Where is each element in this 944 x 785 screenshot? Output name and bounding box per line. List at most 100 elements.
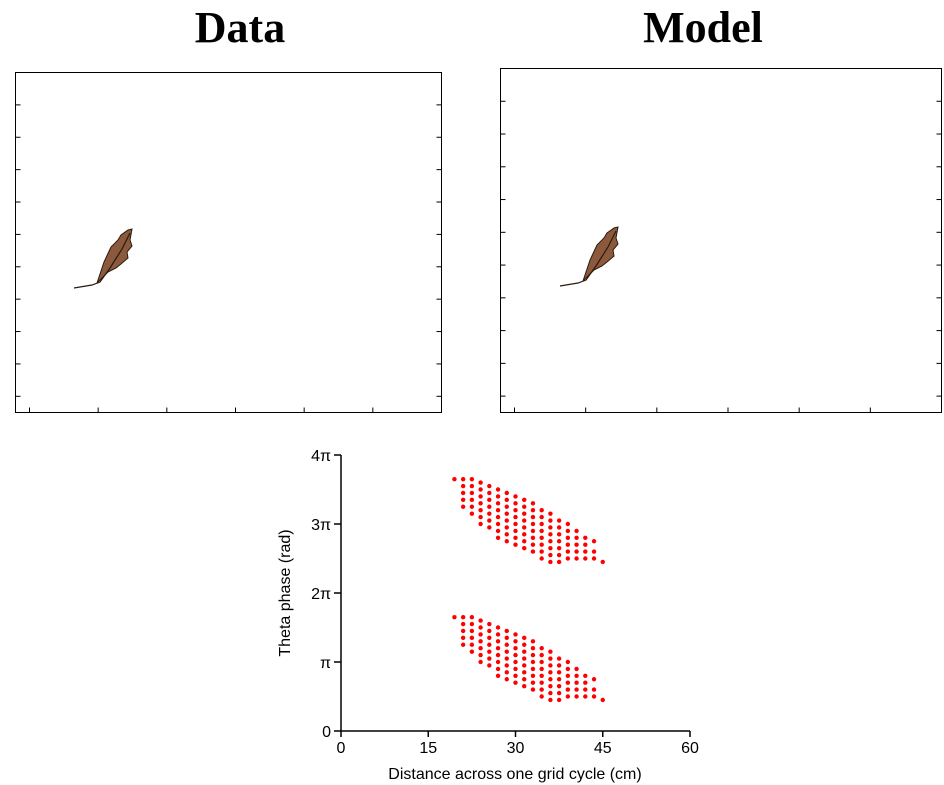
- scatter-point: [513, 632, 518, 637]
- scatter-point: [487, 649, 492, 654]
- scatter-point: [504, 628, 509, 634]
- scatter-point: [495, 508, 501, 513]
- scatter-point: [478, 632, 483, 637]
- scatter-point: [565, 521, 571, 527]
- scatter-point: [478, 494, 483, 499]
- scatter-point: [539, 673, 544, 678]
- scatter-point: [504, 511, 509, 516]
- scatter-point: [600, 697, 605, 703]
- scatter-point: [530, 659, 536, 665]
- scatter-point: [583, 687, 588, 692]
- scatter-point: [574, 542, 579, 547]
- scatter-point: [539, 659, 544, 665]
- scatter-point: [548, 683, 553, 689]
- y-tick-label: 3π: [311, 517, 331, 534]
- scatter-point: [460, 621, 466, 627]
- scatter-point: [539, 549, 544, 554]
- scatter-point: [548, 559, 553, 565]
- scatter-point: [522, 656, 527, 661]
- scatter-point: [539, 535, 544, 540]
- scatter-point: [487, 663, 492, 668]
- x-tick-label: 15: [419, 740, 437, 757]
- scatter-point: [565, 666, 571, 672]
- scatter-point: [504, 656, 509, 661]
- scatter-point: [495, 673, 501, 678]
- scatter-point: [513, 652, 518, 658]
- scatter-point: [460, 490, 466, 496]
- scatter-point: [556, 545, 562, 551]
- scatter-point: [530, 673, 536, 678]
- scatter-point: [591, 539, 597, 544]
- scatter-point: [513, 659, 518, 665]
- y-axis-label: Theta phase (rad): [277, 529, 294, 656]
- scatter-point: [504, 504, 509, 509]
- scatter-point: [487, 518, 492, 523]
- scatter-point: [565, 549, 571, 554]
- scatter-point: [460, 642, 466, 647]
- scatter-point: [530, 521, 536, 527]
- scatter-point: [469, 504, 475, 509]
- scatter-point: [513, 666, 518, 672]
- scatter-point: [574, 549, 579, 554]
- scatter-point: [548, 511, 553, 516]
- scatter-point: [565, 673, 571, 678]
- scatter-point: [495, 639, 501, 644]
- scatter-point: [469, 511, 475, 516]
- scatter-point: [504, 663, 509, 668]
- scatter-point: [469, 497, 475, 503]
- scatter-point: [565, 659, 571, 665]
- scatter-point: [460, 504, 466, 509]
- scatter-point: [548, 663, 553, 668]
- scatter-point: [574, 694, 579, 699]
- scatter-point: [522, 545, 527, 551]
- scatter-point: [504, 490, 509, 496]
- scatter-point: [513, 494, 518, 499]
- scatter-point: [460, 635, 466, 641]
- scatter-point: [539, 646, 544, 651]
- scatter-point: [583, 542, 588, 547]
- scatter-point: [513, 639, 518, 644]
- scatter-point: [530, 535, 536, 540]
- scatter-point: [530, 646, 536, 651]
- scatter-point: [495, 501, 501, 506]
- scatter-point: [460, 476, 466, 482]
- scatter-point: [504, 649, 509, 654]
- scatter-point: [495, 632, 501, 637]
- scatter-point: [530, 542, 536, 547]
- scatter-point: [522, 532, 527, 537]
- scatter-point: [530, 514, 536, 520]
- scatter-point: [469, 649, 475, 654]
- scatter-point: [495, 652, 501, 658]
- scatter-point: [574, 687, 579, 692]
- scatter-point: [522, 677, 527, 682]
- panel-frame: [500, 68, 942, 413]
- scatter-point: [469, 635, 475, 641]
- scatter-point: [574, 673, 579, 678]
- scatter-point: [530, 652, 536, 658]
- scatter-point: [460, 483, 466, 489]
- scatter-point: [565, 694, 571, 699]
- scatter-point: [452, 476, 457, 482]
- scatter-point: [591, 677, 597, 682]
- scatter-point: [487, 504, 492, 509]
- scatter-point: [478, 625, 483, 630]
- scatter-point: [452, 614, 457, 620]
- scatter-point: [522, 649, 527, 654]
- x-tick-label: 45: [594, 740, 612, 757]
- scatter-point: [548, 518, 553, 523]
- scatter-point: [504, 518, 509, 523]
- scatter-point: [556, 518, 562, 523]
- scatter-point: [478, 521, 483, 527]
- scatter-point: [556, 532, 562, 537]
- scatter-point: [530, 666, 536, 672]
- scatter-point: [495, 514, 501, 520]
- scatter-point: [530, 549, 536, 554]
- x-axis-label: Distance across one grid cycle (cm): [388, 766, 641, 783]
- scatter-point: [504, 497, 509, 503]
- y-tick-label: π: [320, 655, 331, 672]
- scatter-point: [478, 652, 483, 658]
- scatter-point: [513, 528, 518, 534]
- scatter-point: [469, 476, 475, 482]
- scatter-point: [583, 680, 588, 685]
